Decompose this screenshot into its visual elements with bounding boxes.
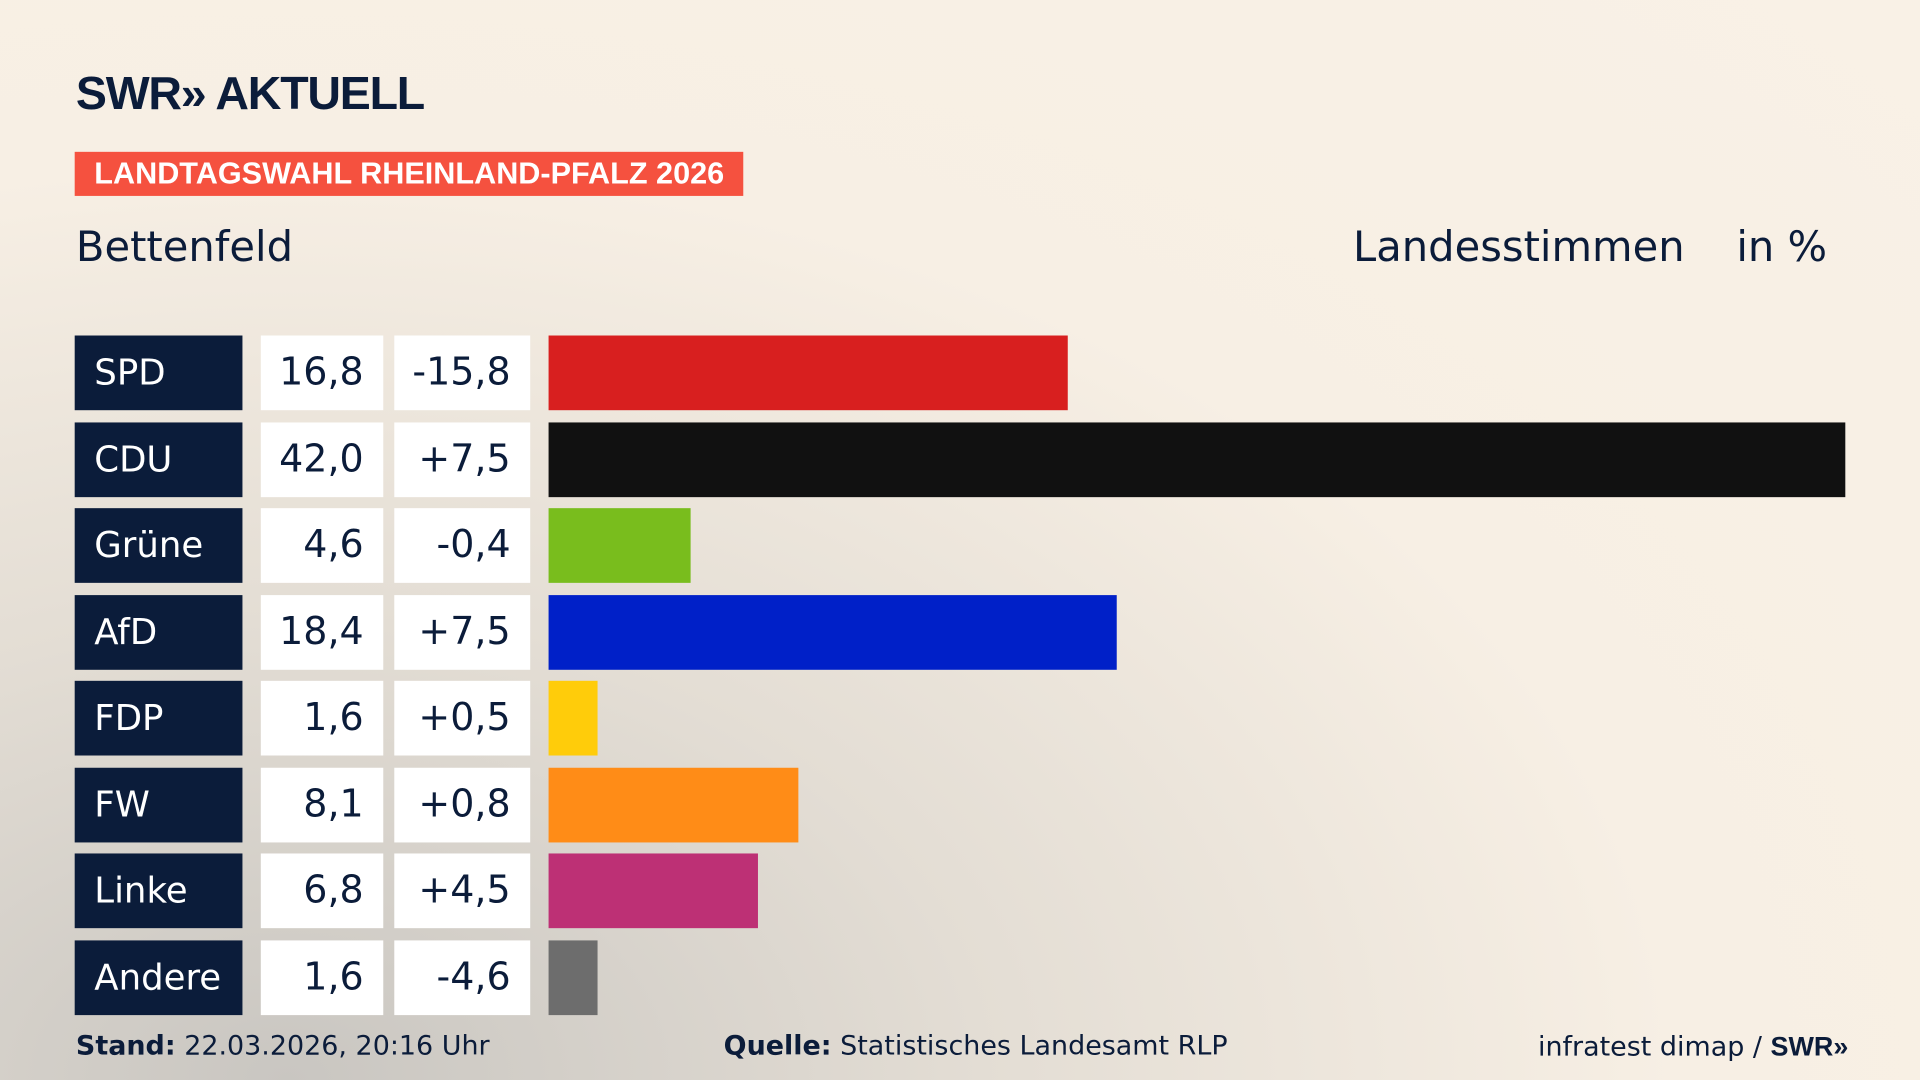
diff-label: +4,5 xyxy=(394,853,531,929)
bar xyxy=(548,508,691,583)
bar xyxy=(548,767,799,842)
diff-label: -4,6 xyxy=(394,939,531,1015)
unit-label: in % xyxy=(1736,222,1828,272)
swr-logo: SWR» xyxy=(1770,1031,1849,1062)
diff-label: +0,5 xyxy=(394,680,531,756)
source-value: Statistisches Landesamt RLP xyxy=(840,1031,1228,1062)
stand-value: 22.03.2026, 20:16 Uhr xyxy=(184,1031,490,1062)
party-label: FW xyxy=(74,767,243,842)
credit-text: infratest dimap / xyxy=(1537,1032,1771,1063)
party-label: FDP xyxy=(74,680,243,756)
party-label: CDU xyxy=(74,421,243,497)
party-label: Andere xyxy=(74,939,243,1015)
election-badge: LANDTAGSWAHL RHEINLAND-PFALZ 2026 xyxy=(74,151,744,196)
value-label: 1,6 xyxy=(260,939,384,1015)
bar xyxy=(548,421,1846,497)
value-label: 6,8 xyxy=(260,853,384,929)
stand-label: Stand: xyxy=(75,1031,176,1062)
bar xyxy=(548,594,1117,670)
value-label: 4,6 xyxy=(260,508,384,583)
source-label: Quelle: xyxy=(723,1031,832,1062)
value-label: 8,1 xyxy=(260,767,384,842)
bar xyxy=(548,335,1068,411)
value-label: 16,8 xyxy=(260,335,384,411)
swr-aktuell-logo: SWR» AKTUELL xyxy=(75,68,425,121)
diff-label: -15,8 xyxy=(394,335,531,411)
source: Quelle: Statistisches Landesamt RLP xyxy=(724,1031,1228,1062)
value-label: 1,6 xyxy=(260,680,384,756)
party-label: AfD xyxy=(74,594,243,670)
value-label: 42,0 xyxy=(260,421,384,497)
vote-type: Landesstimmen xyxy=(1353,222,1685,272)
value-label: 18,4 xyxy=(260,594,384,670)
diff-label: -0,4 xyxy=(394,508,531,583)
party-label: SPD xyxy=(74,335,243,411)
credit: infratest dimap / SWR» xyxy=(1538,1031,1848,1063)
bar xyxy=(548,680,598,756)
party-label: Linke xyxy=(74,853,243,929)
bar xyxy=(548,939,598,1015)
party-label: Grüne xyxy=(74,508,243,583)
bar xyxy=(548,853,759,929)
diff-label: +0,8 xyxy=(394,767,531,842)
place-title: Bettenfeld xyxy=(75,222,294,272)
diff-label: +7,5 xyxy=(394,594,531,670)
diff-label: +7,5 xyxy=(394,421,531,497)
stand: Stand: 22.03.2026, 20:16 Uhr xyxy=(76,1031,490,1062)
